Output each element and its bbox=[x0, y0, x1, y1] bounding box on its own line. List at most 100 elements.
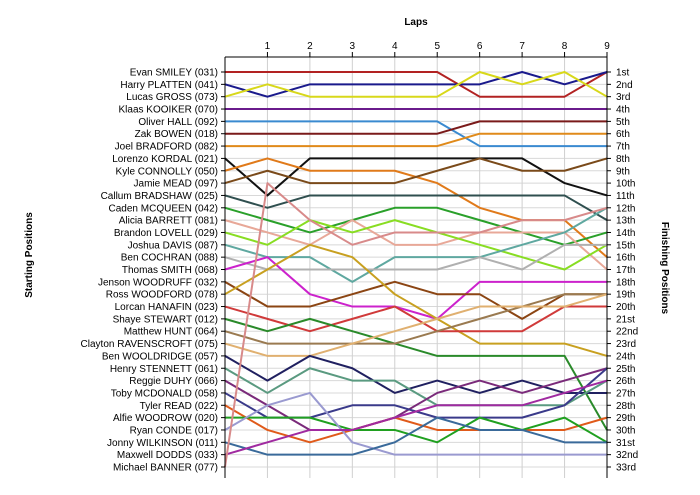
series-line-1 bbox=[225, 71, 608, 98]
finishing-position-label-17: 17th bbox=[616, 265, 635, 276]
series-line-5 bbox=[225, 120, 607, 148]
y-axis-right-title: Finishing Positions bbox=[659, 222, 670, 315]
starting-position-label-33: Michael BANNER (077) bbox=[113, 463, 218, 474]
series-line-33 bbox=[224, 182, 608, 468]
series-line-26 bbox=[224, 367, 608, 431]
series-line-23 bbox=[224, 293, 608, 357]
series-line-6 bbox=[225, 120, 607, 135]
finishing-position-label-23: 23rd bbox=[616, 339, 636, 350]
lap-tick-label-1: 1 bbox=[265, 41, 271, 52]
series-line-16 bbox=[224, 243, 607, 271]
lap-tick-label-2: 2 bbox=[307, 41, 313, 52]
finishing-position-label-24: 24th bbox=[616, 351, 635, 362]
series-line-19 bbox=[224, 243, 608, 357]
finishing-position-label-21: 21st bbox=[616, 314, 635, 325]
starting-position-label-1: Evan SMILEY (031) bbox=[130, 68, 218, 79]
finishing-position-label-3: 3rd bbox=[616, 92, 630, 103]
finishing-position-label-26: 26th bbox=[616, 376, 635, 387]
starting-position-label-11: Callum BRADSHAW (025) bbox=[101, 191, 218, 202]
finishing-position-label-16: 16th bbox=[616, 253, 635, 264]
series-line-17 bbox=[224, 256, 607, 320]
starting-position-label-30: Ryan CONDE (017) bbox=[130, 425, 218, 436]
lines-layer bbox=[224, 71, 608, 468]
finishing-position-label-1: 1st bbox=[616, 68, 630, 79]
series-line-14 bbox=[224, 219, 608, 271]
lap-tick-label-4: 4 bbox=[392, 41, 398, 52]
starting-position-label-4: Klaas KOOIKER (070) bbox=[119, 105, 218, 116]
label-layer: 1 2 3 4 5 6 7 8 9 Evan SMILEY (031)Harry PLATTEN … bbox=[81, 41, 639, 474]
starting-position-label-17: Thomas SMITH (068) bbox=[122, 265, 218, 276]
series-line-31 bbox=[224, 416, 607, 456]
series-line-25 bbox=[224, 367, 608, 407]
starting-position-label-27: Toby MCDONALD (058) bbox=[111, 388, 218, 399]
finishing-position-label-18: 18th bbox=[616, 277, 635, 288]
finishing-position-label-14: 14th bbox=[616, 228, 635, 239]
series-line-22 bbox=[224, 293, 607, 345]
axis-layer bbox=[221, 52, 611, 478]
starting-position-label-32: Maxwell DODDS (033) bbox=[117, 450, 218, 461]
finishing-position-label-12: 12th bbox=[616, 203, 635, 214]
series-line-24 bbox=[224, 354, 607, 394]
starting-position-label-18: Jenson WOODRUFF (032) bbox=[98, 277, 218, 288]
finishing-position-label-30: 30th bbox=[616, 425, 635, 436]
finishing-position-label-2: 2nd bbox=[616, 80, 633, 91]
starting-position-label-15: Joshua DAVIS (087) bbox=[128, 240, 218, 251]
series-line-30 bbox=[224, 391, 607, 456]
lap-tick-label-5: 5 bbox=[434, 41, 440, 52]
finishing-position-label-32: 32nd bbox=[616, 450, 638, 461]
finishing-position-label-13: 13th bbox=[616, 216, 635, 227]
finishing-position-label-28: 28th bbox=[616, 401, 635, 412]
starting-position-label-13: Alicia BARRETT (081) bbox=[119, 216, 218, 227]
starting-position-label-2: Harry PLATTEN (041) bbox=[120, 80, 218, 91]
finishing-position-label-31: 31st bbox=[616, 438, 635, 449]
lap-tick-label-9: 9 bbox=[604, 41, 610, 52]
starting-position-label-29: Alfie WOODROW (020) bbox=[113, 413, 218, 424]
lap-tick-label-3: 3 bbox=[350, 41, 356, 52]
starting-position-label-23: Clayton RAVENSCROFT (075) bbox=[81, 339, 218, 350]
starting-position-label-28: Tyler READ (022) bbox=[140, 401, 218, 412]
starting-position-label-31: Jonny WILKINSON (011) bbox=[107, 438, 218, 449]
finishing-position-label-22: 22nd bbox=[616, 327, 638, 338]
finishing-position-label-25: 25th bbox=[616, 364, 635, 375]
starting-position-label-25: Henry STENNETT (061) bbox=[110, 364, 218, 375]
starting-position-label-12: Caden MCQUEEN (042) bbox=[109, 203, 218, 214]
starting-position-label-9: Kyle CONNOLLY (050) bbox=[116, 166, 218, 177]
finishing-position-label-6: 6th bbox=[616, 129, 630, 140]
starting-position-label-5: Oliver HALL (092) bbox=[138, 117, 218, 128]
finishing-position-label-9: 9th bbox=[616, 166, 630, 177]
series-line-7 bbox=[225, 132, 607, 148]
finishing-position-label-8: 8th bbox=[616, 154, 630, 165]
series-line-29 bbox=[225, 416, 608, 444]
starting-position-label-14: Brandon LOVELL (029) bbox=[114, 228, 218, 239]
starting-position-label-8: Lorenzo KORDAL (021) bbox=[112, 154, 218, 165]
finishing-position-label-11: 11th bbox=[616, 191, 635, 202]
finishing-position-label-4: 4th bbox=[616, 105, 630, 116]
series-line-3 bbox=[224, 71, 608, 98]
starting-position-label-16: Ben COCHRAN (088) bbox=[121, 253, 218, 264]
starting-position-label-24: Ben WOOLDRIDGE (057) bbox=[102, 351, 218, 362]
starting-position-label-21: Shaye STEWART (012) bbox=[113, 314, 218, 325]
lap-tick-label-8: 8 bbox=[562, 41, 568, 52]
starting-position-label-10: Jamie MEAD (097) bbox=[134, 179, 218, 190]
starting-position-label-19: Ross WOODFORD (078) bbox=[106, 290, 218, 301]
finishing-position-label-33: 33rd bbox=[616, 463, 636, 474]
series-line-21 bbox=[224, 317, 608, 431]
finishing-position-label-5: 5th bbox=[616, 117, 630, 128]
lap-tick-label-6: 6 bbox=[477, 41, 483, 52]
finishing-position-label-27: 27th bbox=[616, 388, 635, 399]
x-axis-title: Laps bbox=[404, 17, 428, 28]
finishing-position-label-19: 19th bbox=[616, 290, 635, 301]
lap-tick-label-7: 7 bbox=[519, 41, 525, 52]
series-line-10 bbox=[224, 157, 608, 185]
series-line-32 bbox=[224, 379, 608, 456]
finishing-position-label-29: 29th bbox=[616, 413, 635, 424]
finishing-position-label-10: 10th bbox=[616, 179, 635, 190]
series-line-13 bbox=[224, 219, 608, 271]
starting-position-label-20: Lorcan HANAFIN (023) bbox=[115, 302, 218, 313]
starting-position-label-7: Joel BRADFORD (082) bbox=[115, 142, 218, 153]
starting-position-label-3: Lucas GROSS (073) bbox=[126, 92, 218, 103]
starting-position-label-26: Reggie DUHY (066) bbox=[129, 376, 218, 387]
starting-position-label-6: Zak BOWEN (018) bbox=[135, 129, 218, 140]
finishing-position-label-7: 7th bbox=[616, 142, 630, 153]
